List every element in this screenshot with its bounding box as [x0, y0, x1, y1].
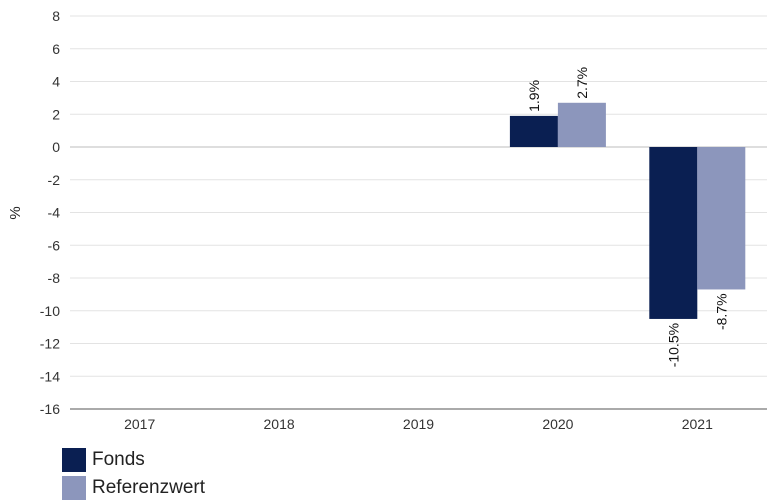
legend: Fonds Referenzwert: [62, 446, 205, 502]
x-tick-label: 2020: [542, 416, 573, 432]
y-tick-label: -2: [48, 172, 61, 188]
y-tick-label: -16: [40, 401, 60, 417]
bar-fonds-2021: [649, 147, 698, 319]
bar-fonds-2020: [509, 115, 558, 147]
y-tick-label: 6: [52, 41, 60, 57]
bar-referenzwert-2020: [557, 102, 606, 147]
y-axis-label: %: [7, 206, 24, 219]
legend-item-referenzwert: Referenzwert: [62, 474, 205, 502]
y-tick-label: -10: [40, 303, 60, 319]
data-labels: 1.9% 2.7% -10.5% -8.7%: [526, 67, 729, 367]
bars: [509, 102, 746, 319]
y-tick-label: 8: [52, 8, 60, 24]
data-label: -8.7%: [713, 293, 729, 330]
legend-label-referenzwert: Referenzwert: [92, 477, 205, 498]
bar-referenzwert-2021: [697, 147, 746, 290]
y-tick-label: -12: [40, 336, 60, 352]
x-tick-label: 2017: [124, 416, 155, 432]
legend-swatch-referenzwert: [62, 476, 86, 500]
legend-label-fonds: Fonds: [92, 449, 145, 470]
y-tick-label: -8: [48, 270, 61, 286]
x-tick-label: 2019: [403, 416, 434, 432]
y-tick-label: -6: [48, 237, 61, 253]
legend-swatch-fonds: [62, 448, 86, 472]
y-axis-ticks: 8 6 4 2 0 -2 -4 -6 -8 -10 -12 -14 -16: [40, 8, 60, 417]
x-tick-label: 2021: [682, 416, 713, 432]
y-tick-label: 2: [52, 106, 60, 122]
x-axis-ticks: 2017 2018 2019 2020 2021: [124, 416, 713, 432]
x-tick-label: 2018: [264, 416, 295, 432]
legend-item-fonds: Fonds: [62, 446, 205, 474]
data-label: 1.9%: [526, 80, 542, 112]
y-tick-label: 0: [52, 139, 60, 155]
data-label: 2.7%: [574, 67, 590, 99]
y-tick-label: -4: [48, 205, 61, 221]
y-tick-label: 4: [52, 74, 60, 90]
y-tick-label: -14: [40, 368, 60, 384]
data-label: -10.5%: [665, 323, 681, 367]
